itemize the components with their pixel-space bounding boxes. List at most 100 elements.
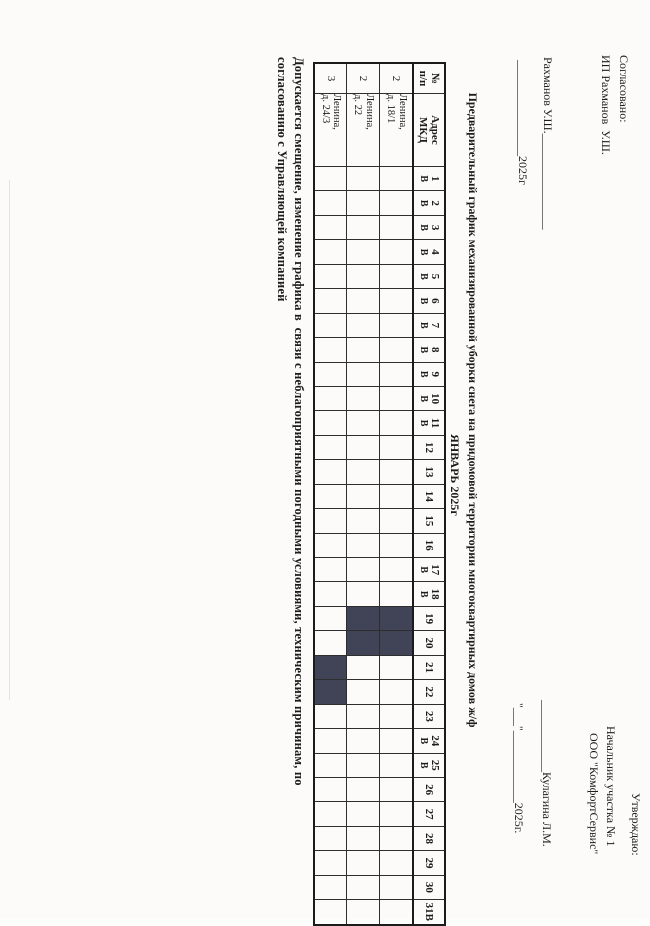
- schedule-day-cell: [380, 875, 413, 900]
- schedule-day-cell: [314, 166, 347, 191]
- day-number: 4: [429, 249, 441, 255]
- schedule-day-cell: [380, 362, 413, 387]
- schedule-day-cell: [347, 801, 380, 827]
- schedule-table: № п/п Адрес МКД 1 В 2 В 3 В 4 В 5 В 6 В 7 В 8 В 9 В 10 В 11 В 12 13…: [313, 62, 446, 926]
- schedule-day-cell: [347, 313, 380, 338]
- schedule-day-cell: [314, 899, 347, 925]
- day-header-cell: 16: [413, 533, 445, 558]
- day-header-cell: 31В: [413, 899, 445, 925]
- schedule-day-cell: [380, 190, 413, 216]
- schedule-day-cell: [347, 704, 380, 729]
- schedule-day-cell: [347, 557, 380, 582]
- schedule-day-cell: [314, 801, 347, 827]
- address-header-cell: Адрес МКД: [413, 93, 445, 167]
- day-number: 13: [423, 466, 436, 478]
- schedule-day-cell: [314, 459, 347, 485]
- schedule-day-cell: [347, 435, 380, 460]
- weekend-mark: В: [418, 199, 429, 207]
- day-number: 17: [429, 564, 441, 576]
- schedule-day-cell: [314, 557, 347, 582]
- schedule-day-cell: [314, 777, 347, 802]
- approval-right-signature: ____________Кулагина Л.М.: [540, 700, 554, 847]
- weekend-mark: В: [418, 322, 429, 329]
- approval-right-position: Начальник участка № 1: [604, 726, 618, 847]
- schedule-day-cell: [314, 533, 347, 558]
- weekend-mark: В: [418, 224, 429, 231]
- scheduled-day-cell: [314, 655, 347, 680]
- schedule-day-cell: [314, 508, 347, 534]
- day-number: 23: [423, 710, 436, 722]
- schedule-day-cell: [314, 337, 347, 362]
- day-header-cell: 14: [413, 484, 445, 509]
- schedule-day-cell: [380, 410, 413, 436]
- weekend-mark: В: [418, 395, 429, 402]
- schedule-day-cell: [347, 190, 380, 216]
- schedule-day-cell: [314, 875, 347, 900]
- schedule-day-cell: [380, 581, 413, 607]
- schedule-day-cell: [380, 386, 413, 411]
- weekend-mark: В: [418, 761, 429, 769]
- schedule-day-cell: [347, 508, 380, 534]
- table-header-row: № п/п Адрес МКД 1 В 2 В 3 В 4 В 5 В 6 В 7 В 8 В 9 В 10 В 11 В 12 13…: [413, 63, 445, 925]
- day-number: 12: [423, 442, 436, 454]
- day-number: 26: [423, 784, 436, 796]
- day-number: 19: [423, 613, 436, 625]
- schedule-day-cell: [347, 728, 380, 753]
- day-number: 5: [429, 273, 441, 280]
- weekend-mark: В: [418, 273, 429, 280]
- schedule-day-cell: [380, 850, 413, 876]
- day-number: 8: [429, 347, 441, 353]
- schedule-day-cell: [347, 215, 380, 240]
- schedule-day-cell: [314, 484, 347, 509]
- schedule-day-cell: [347, 459, 380, 485]
- weekend-mark: В: [418, 370, 429, 378]
- schedule-day-cell: [380, 459, 413, 485]
- schedule-day-cell: [314, 264, 347, 289]
- schedule-day-cell: [314, 288, 347, 314]
- schedule-day-cell: [380, 264, 413, 289]
- day-number: 25: [429, 759, 441, 771]
- weekend-mark: В: [418, 737, 429, 745]
- weekend-mark: В: [418, 297, 429, 305]
- document-subtitle: ЯНВАРЬ 2025г: [448, 434, 462, 516]
- day-header-cell: 25 В: [413, 753, 445, 778]
- day-header-cell: 10 В: [413, 386, 445, 411]
- schedule-day-cell: [314, 753, 347, 778]
- day-number: 15: [423, 515, 436, 527]
- schedule-day-cell: [380, 655, 413, 680]
- document-title: Предварительный график механизированной …: [466, 92, 480, 728]
- schedule-day-cell: [380, 728, 413, 753]
- address-cell: Ленина, д. 24/3: [314, 93, 347, 167]
- building-row: 2 Ленина, д. 22: [347, 63, 380, 925]
- weekend-mark: В: [418, 590, 429, 598]
- schedule-day-cell: [380, 239, 413, 265]
- schedule-day-cell: [314, 313, 347, 338]
- day-number: 1: [429, 175, 441, 182]
- schedule-day-cell: [347, 533, 380, 558]
- schedule-day-cell: [380, 435, 413, 460]
- schedule-day-cell: [347, 581, 380, 607]
- schedule-day-cell: [314, 435, 347, 460]
- schedule-day-cell: [314, 704, 347, 729]
- day-number: 11: [429, 417, 441, 429]
- scan-artifact-line: [9, 180, 10, 700]
- schedule-day-cell: [347, 386, 380, 411]
- day-number: 14: [423, 490, 436, 502]
- approval-left-name: ИП Рахманов У.Ш.: [599, 55, 613, 155]
- day-header-cell: 21: [413, 655, 445, 680]
- schedule-day-cell: [380, 484, 413, 509]
- approval-left-heading: Согласовано:: [617, 55, 631, 123]
- row-number-cell: 2: [347, 63, 380, 94]
- scheduled-day-cell: [380, 630, 413, 656]
- scheduled-day-cell: [380, 606, 413, 631]
- schedule-day-cell: [314, 850, 347, 876]
- approval-right-date: "___"____________2025г.: [512, 703, 526, 834]
- schedule-day-cell: [347, 410, 380, 436]
- day-header-cell: 22: [413, 679, 445, 705]
- schedule-day-cell: [347, 288, 380, 314]
- schedule-day-cell: [380, 753, 413, 778]
